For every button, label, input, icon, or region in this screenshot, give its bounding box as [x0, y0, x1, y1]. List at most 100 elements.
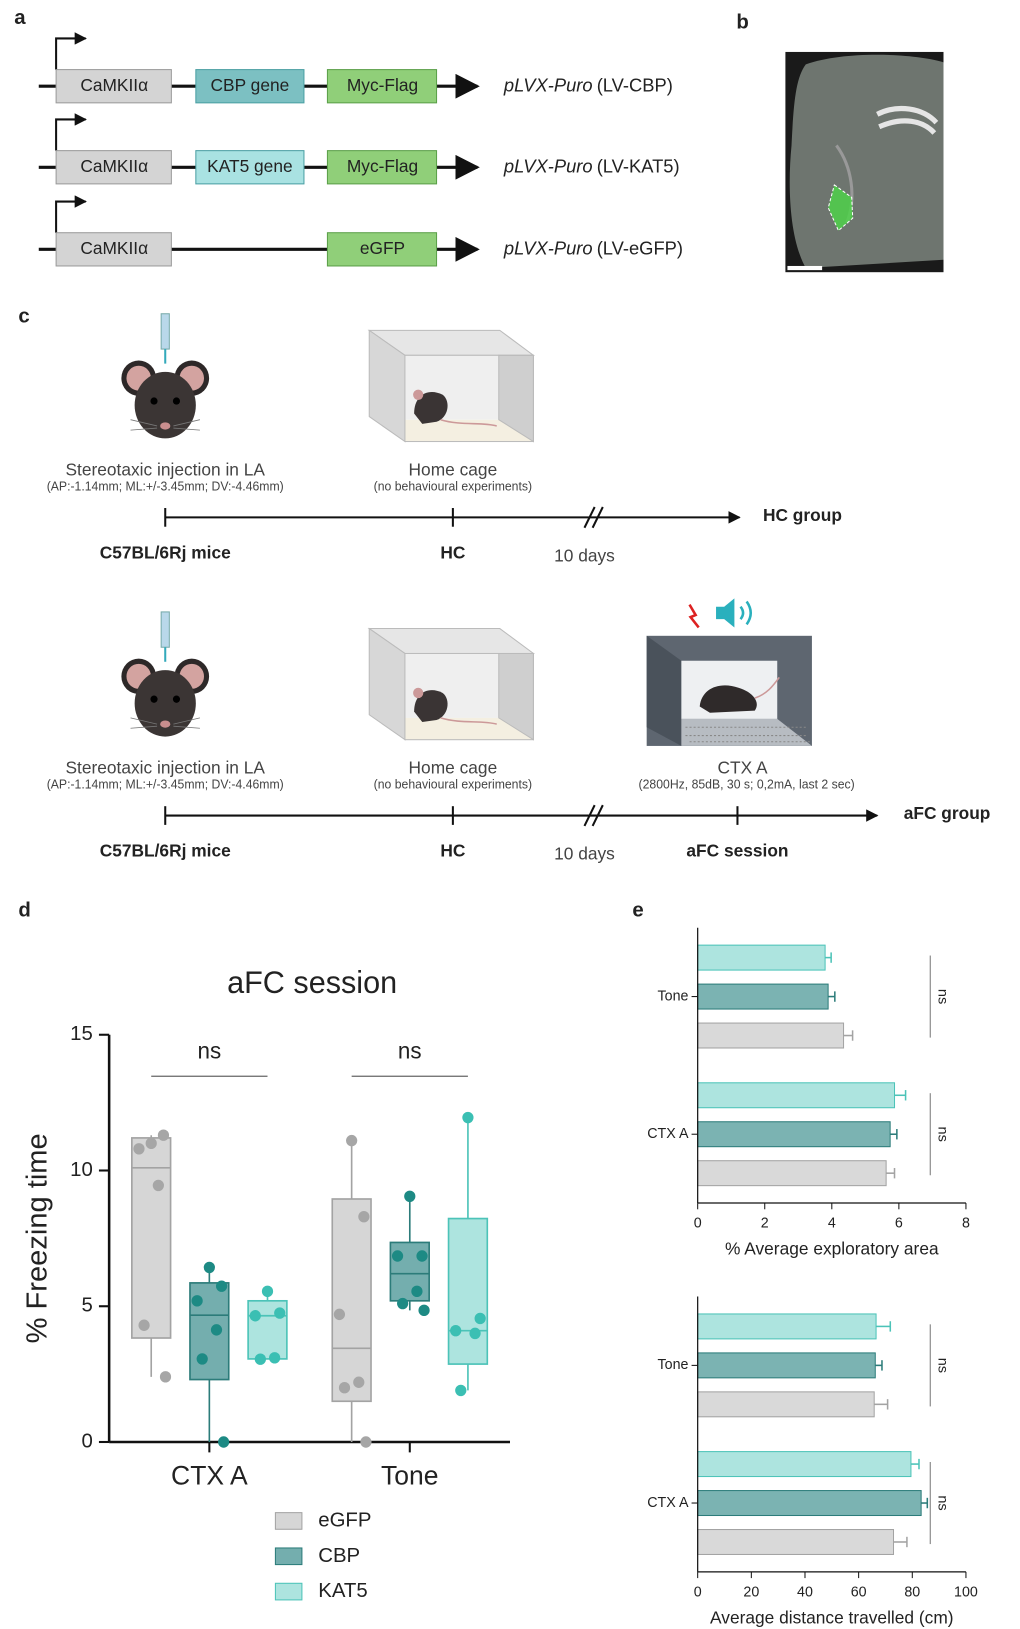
shock-icon — [690, 605, 699, 628]
vector-name: pLVX-Puro — [503, 237, 593, 258]
ns-label: ns — [935, 1127, 951, 1142]
panel-label: a — [14, 6, 26, 29]
context-note: (2800Hz, 85dB, 30 s; 0,2mA, last 2 sec) — [639, 778, 855, 792]
legend-label: CBP — [318, 1544, 360, 1567]
ns-label: ns — [935, 1358, 951, 1373]
ns-label: ns — [935, 1495, 951, 1510]
ns-label: ns — [935, 989, 951, 1004]
strain-label: C57BL/6Rj mice — [100, 840, 231, 860]
legend-swatch — [275, 1548, 302, 1565]
promoter-label: CaMKIIα — [80, 75, 148, 95]
legend-swatch — [275, 1513, 302, 1530]
data-point — [158, 1129, 169, 1140]
x-tick-label: 6 — [895, 1216, 903, 1232]
speaker-icon — [716, 598, 734, 627]
cage-label: Home cage — [409, 757, 498, 777]
group-label: aFC group — [904, 803, 991, 823]
home-cage — [369, 629, 533, 740]
y-tick-label: CTX A — [647, 1495, 689, 1511]
data-point — [197, 1353, 208, 1364]
y-tick-label: Tone — [658, 988, 689, 1004]
x-tick-label: 60 — [851, 1584, 867, 1600]
y-tick-label: 0 — [81, 1429, 92, 1452]
vector-label: pLVX-Puro(LV-KAT5) — [503, 155, 680, 176]
data-point — [418, 1305, 429, 1316]
data-point — [475, 1313, 486, 1324]
coordinates: (AP:-1.14mm; ML:+/-3.45mm; DV:-4.46mm) — [47, 479, 284, 493]
delay-label: 10 days — [554, 844, 615, 864]
promoter-arrow — [56, 119, 86, 150]
gene-label: CBP gene — [211, 75, 290, 95]
bar — [698, 1023, 844, 1048]
box — [449, 1219, 488, 1365]
legend-label: KAT5 — [318, 1579, 367, 1602]
mouse — [121, 612, 209, 737]
promoter-arrow — [56, 38, 86, 69]
figure: abcdeCaMKIIαCBP geneMyc-FlagpLVX-Puro(LV… — [0, 0, 1020, 1629]
promoter-label: CaMKIIα — [80, 238, 148, 258]
x-tick-label: 0 — [694, 1584, 702, 1600]
delay-label: 10 days — [554, 545, 615, 565]
y-tick-label: Tone — [658, 1357, 689, 1373]
data-point — [160, 1371, 171, 1382]
data-point — [269, 1352, 280, 1363]
data-point — [274, 1307, 285, 1318]
ns-label: ns — [198, 1038, 222, 1063]
x-axis-label: Average distance travelled (cm) — [710, 1607, 953, 1627]
panel-label: d — [18, 898, 30, 921]
data-point — [255, 1353, 266, 1364]
construct-name: (LV-KAT5) — [597, 155, 680, 176]
bar — [698, 1452, 911, 1477]
group-label: HC group — [763, 505, 842, 525]
x-tick-label: 100 — [954, 1584, 978, 1600]
data-point — [216, 1280, 227, 1291]
data-point — [411, 1286, 422, 1297]
data-point — [353, 1377, 364, 1388]
cage-note: (no behavioural experiments) — [374, 778, 532, 792]
tissue — [790, 55, 944, 268]
bar — [698, 1161, 886, 1186]
promoter-label: CaMKIIα — [80, 156, 148, 176]
data-point — [392, 1250, 403, 1261]
data-point — [146, 1138, 157, 1149]
page: abcdeCaMKIIαCBP geneMyc-FlagpLVX-Puro(LV… — [0, 0, 1020, 1629]
session-label: aFC session — [686, 840, 788, 860]
y-tick-label: 15 — [70, 1022, 93, 1045]
x-tick-label: Tone — [381, 1460, 438, 1490]
vector-label: pLVX-Puro(LV-CBP) — [503, 74, 673, 95]
data-point — [346, 1135, 357, 1146]
data-point — [192, 1295, 203, 1306]
injection-label: Stereotaxic injection in LA — [65, 459, 265, 479]
panel-label: e — [632, 898, 643, 921]
coordinates: (AP:-1.14mm; ML:+/-3.45mm; DV:-4.46mm) — [47, 778, 284, 792]
bar — [698, 945, 825, 970]
strain-label: C57BL/6Rj mice — [100, 542, 231, 562]
data-point — [404, 1191, 415, 1202]
construct-name: (LV-eGFP) — [597, 237, 683, 258]
vector-name: pLVX-Puro — [503, 74, 593, 95]
x-tick-label: 0 — [694, 1216, 702, 1232]
injection-label: Stereotaxic injection in LA — [65, 757, 265, 777]
y-axis-label: % Freezing time — [22, 1133, 54, 1343]
data-point — [455, 1385, 466, 1396]
data-point — [153, 1180, 164, 1191]
data-point — [416, 1250, 427, 1261]
data-point — [339, 1382, 350, 1393]
vector-label: pLVX-Puro(LV-eGFP) — [503, 237, 683, 258]
box — [332, 1199, 371, 1401]
bar — [698, 1083, 895, 1108]
x-tick-label: 40 — [797, 1584, 813, 1600]
data-point — [204, 1262, 215, 1273]
tag-label: Myc-Flag — [347, 75, 418, 95]
bar — [698, 1491, 921, 1516]
tag-label: eGFP — [360, 238, 405, 258]
y-tick-label: 10 — [70, 1158, 93, 1181]
home-cage — [369, 330, 533, 441]
data-point — [250, 1310, 261, 1321]
cage-label: Home cage — [409, 459, 498, 479]
data-point — [462, 1112, 473, 1123]
panel-label: c — [18, 304, 29, 327]
x-tick-label: CTX A — [171, 1460, 248, 1490]
bar — [698, 984, 828, 1009]
data-point — [138, 1320, 149, 1331]
